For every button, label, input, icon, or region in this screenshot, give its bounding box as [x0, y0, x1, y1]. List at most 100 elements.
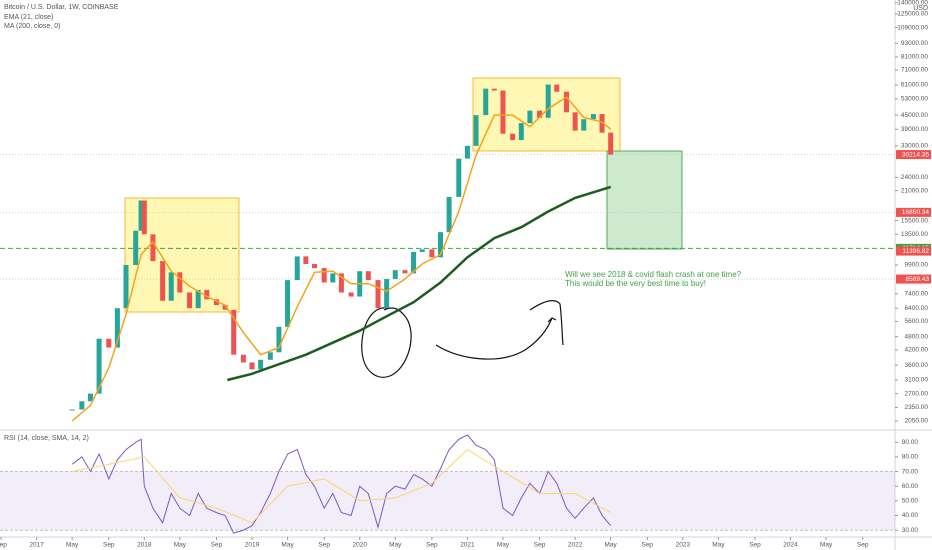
x-tick-label: Sep	[857, 542, 869, 549]
y-tick-label: 2050.00	[905, 418, 929, 425]
price-label: 30214.35	[902, 151, 929, 158]
candle	[590, 114, 596, 120]
candle	[365, 271, 371, 281]
candle	[564, 91, 570, 113]
y-tick-label: 80.00	[902, 454, 919, 461]
annotation: This would be the very best time to buy!	[565, 279, 706, 288]
price-label: 8589.43	[906, 276, 930, 283]
candle	[69, 409, 75, 411]
candle	[267, 352, 273, 360]
x-tick-label: May	[820, 542, 833, 549]
candle	[204, 289, 210, 300]
y-tick-label: 71000.00	[901, 67, 928, 74]
y-tick-label: 6400.00	[905, 305, 929, 312]
y-tick-label: 30.00	[902, 527, 919, 534]
x-tick-label: May	[497, 542, 510, 549]
candle	[222, 305, 228, 310]
price-label: 11396.82	[902, 248, 929, 255]
candle	[213, 299, 219, 306]
candle	[510, 133, 516, 141]
y-tick-label: 40.00	[902, 512, 919, 519]
x-tick-label: Sep	[641, 542, 653, 549]
y-tick-label: 7400.00	[905, 291, 929, 298]
x-tick-label: 2020	[352, 542, 367, 549]
x-tick-label: Sep	[0, 542, 7, 549]
candle	[392, 270, 398, 279]
rsi-line	[71, 434, 612, 534]
y-tick-label: 90.00	[902, 439, 919, 446]
x-tick-label: Sep	[534, 542, 546, 549]
candle	[419, 249, 425, 252]
legend-entry: MA (200, close, 0)	[4, 23, 60, 30]
x-tick-label: Sep	[426, 542, 438, 549]
x-tick-label: May	[389, 542, 402, 549]
x-tick-label: May	[605, 542, 618, 549]
candle	[276, 326, 282, 353]
y-tick-label: 45000.00	[901, 112, 928, 119]
y-tick-label: 61000.00	[901, 82, 928, 89]
y-tick-label: 70.00	[902, 468, 919, 475]
candle	[303, 256, 309, 265]
y-tick-label: 60.00	[902, 483, 919, 490]
rsi-band	[0, 471, 895, 531]
candle	[518, 123, 524, 141]
y-tick-label: 39000.00	[901, 126, 928, 133]
candle	[437, 232, 443, 258]
candle	[294, 256, 300, 281]
y-tick-label: 93000.00	[901, 40, 928, 47]
y-tick-label: 3100.00	[905, 377, 929, 384]
x-tick-label: Sep	[211, 542, 223, 549]
candle	[330, 273, 336, 283]
x-tick-label: May	[712, 542, 725, 549]
candle	[285, 280, 291, 327]
rsi-line	[72, 448, 611, 524]
candle	[138, 200, 144, 231]
candle	[195, 289, 201, 309]
candle	[87, 393, 93, 402]
price-label-bg	[896, 246, 931, 256]
candle	[338, 273, 344, 293]
candle	[231, 309, 237, 355]
candle	[572, 112, 578, 131]
candle	[123, 265, 129, 309]
indicator-line	[226, 185, 612, 382]
y-tick-label: 2700.00	[905, 390, 929, 397]
price-label-bg	[896, 274, 931, 284]
candle	[240, 354, 246, 363]
candle	[150, 234, 156, 262]
price-label: 16850.34	[902, 209, 929, 216]
x-tick-label: Sep	[103, 542, 115, 549]
x-tick-label: 2019	[245, 542, 260, 549]
candle	[491, 88, 497, 91]
annotation: Will we see 2018 & covid flash crash at …	[565, 270, 742, 279]
y-tick-label: 13500.00	[901, 231, 928, 238]
x-tick-label: 2018	[137, 542, 152, 549]
x-tick-label: 2017	[29, 542, 44, 549]
y-tick-label: 33000.00	[901, 143, 928, 150]
candle	[402, 270, 408, 274]
candle	[187, 292, 193, 309]
y-tick-label: 24000.00	[901, 174, 928, 181]
x-tick-label: May	[281, 542, 294, 549]
x-tick-label: Sep	[749, 542, 761, 549]
y-tick-label: 50.00	[902, 498, 919, 505]
candle	[321, 268, 327, 283]
candle	[249, 362, 255, 370]
y-tick-label: 53000.00	[901, 96, 928, 103]
candle	[581, 119, 587, 131]
candle	[608, 132, 614, 155]
x-tick-label: Sep	[318, 542, 330, 549]
candle	[545, 84, 551, 118]
candle	[473, 115, 479, 146]
y-tick-label: 125000.00	[897, 11, 928, 18]
candle	[411, 251, 417, 274]
candle	[500, 90, 506, 134]
y-tick-label: 3600.00	[905, 362, 929, 369]
candle	[599, 114, 605, 133]
hand-drawn-arrow	[435, 300, 564, 360]
x-tick-label: 2022	[568, 542, 583, 549]
x-tick-label: 2023	[676, 542, 691, 549]
x-tick-label: May	[66, 542, 79, 549]
candle	[258, 359, 264, 370]
